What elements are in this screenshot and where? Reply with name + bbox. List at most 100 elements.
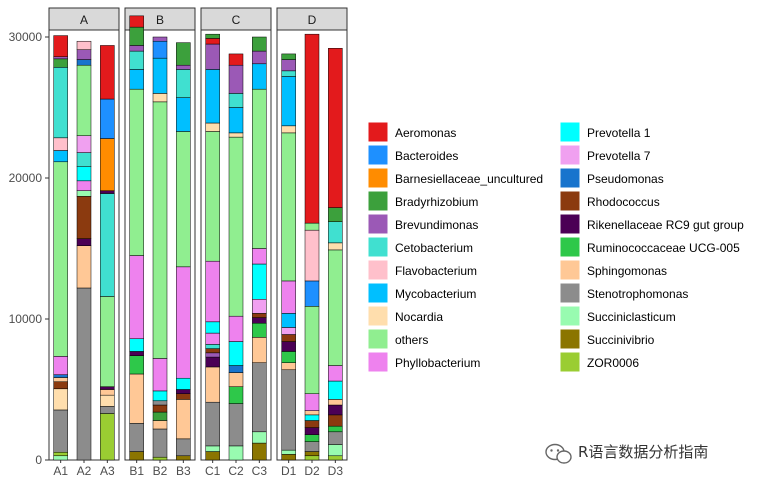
bar-segment-rikenellaceae-rc9-gut-group [176,389,191,394]
legend-label: Mycobacterium [395,287,476,301]
bar-segment-phyllobacterium [281,280,296,314]
facet-panels: A A1 A2 A3 B B1 B2 B3 C C1 C2 C3 D D1 D2 D3 [48,7,348,478]
bar-segment-succiniclasticum [76,190,92,197]
legend-swatch [367,259,389,281]
legend-label: Cetobacterium [395,241,473,255]
bar-segment-bradyrhizobium [205,33,220,39]
bar-segment-cetobacterium [129,50,144,70]
bar-segment-rhodococcus [152,404,168,413]
legend-label: Aeromonas [395,126,456,140]
bar-segment-stenotrophomonas [152,400,168,406]
bar-segment-phyllobacterium [205,332,220,345]
legend-item: Phyllobacterium [367,351,480,373]
bar-segment-rhodococcus [304,420,320,428]
bar-segment-brevundimonas [252,50,267,65]
bar-segment-cetobacterium [205,344,220,349]
bar-segment-rikenellaceae-rc9-gut-group [304,427,320,435]
legend-swatch [559,190,581,212]
legend-item: Pseudomonas [559,167,664,189]
bar-segment-cetobacterium [76,152,92,167]
y-tick-label: 0 [35,453,42,467]
bar-segment-nocardia [281,125,296,134]
x-tick-label: C1 [205,464,221,478]
legend-item: Brevundimonas [367,213,478,235]
legend-swatch [559,351,581,373]
bar-segment-zor0006 [152,456,168,461]
legend-swatch [559,305,581,327]
x-tick-label: B2 [153,464,168,478]
bar-segment-prevotella-1 [228,341,244,366]
bar-segment-others [228,136,244,317]
bar-segment-flavobacterium [76,40,92,50]
bar-segment-brevundimonas [205,43,220,70]
bar-segment-rikenellaceae-rc9-gut-group [205,356,220,368]
bar-segment-nocardia [228,132,244,138]
legend-item: Mycobacterium [367,282,476,304]
legend-label: Brevundimonas [395,218,478,232]
bar-segment-stenotrophomonas [100,406,115,414]
bar-segment-prevotella-1 [252,263,267,300]
bar-segment-brevundimonas [205,352,220,358]
legend-label: Barnesiellaceae_uncultured [395,172,543,186]
bar-segment-succinivibrio [176,455,191,461]
legend-label: Prevotella 7 [587,149,651,163]
bar-segment-phyllobacterium [228,315,244,342]
bar-segment-bradyrhizobium [53,58,68,68]
bar-segment-flavobacterium [304,229,320,282]
facet-strip-label: A [80,13,88,27]
bar-segment-prevotella-1 [328,380,343,400]
bar-segment-cetobacterium [328,221,343,244]
bar-segment-bradyrhizobium [129,26,144,46]
legend-swatch [367,282,389,304]
bar-segment-sphingomonas [176,399,191,440]
bar-segment-aeromonas [53,35,68,57]
bar-segment-brevundimonas [152,36,168,42]
bar-segment-mycobacterium [281,76,296,127]
legend-item: Bacteroides [367,144,458,166]
bar-segment-prevotella-7 [76,135,92,153]
bar-segment-sphingomonas [281,362,296,371]
legend-label: Bradyrhizobium [395,195,478,209]
bar-segment-rhodococcus [53,381,68,390]
bar-segment-stenotrophomonas [205,401,220,447]
legend-item: Rhodococcus [559,190,660,212]
bar-segment-sphingomonas [100,389,115,396]
bar-segment-ruminococcaceae-ucg-005 [281,351,296,363]
bar-segment-others [304,306,320,394]
bar-segment-nocardia [152,93,168,103]
bar-segment-brevundimonas [228,64,244,94]
bar-segment-pseudomonas [228,365,244,373]
bar-d2 [304,33,320,461]
facet-strip-label: C [232,13,241,27]
bar-segment-brevundimonas [53,56,68,60]
legend-item: Succinivibrio [559,328,655,350]
bar-segment-sphingomonas [152,420,168,430]
bar-segment-rikenellaceae-rc9-gut-group [252,317,267,324]
bar-segment-aeromonas [205,38,220,45]
bar-segment-ruminococcaceae-ucg-005 [304,434,320,442]
bar-segment-stenotrophomonas [228,403,244,447]
legend-swatch [367,305,389,327]
bar-segment-mycobacterium [176,97,191,132]
bar-segment-phyllobacterium [129,255,144,339]
bar-segment-others [205,131,220,262]
bar-segment-rhodococcus [281,334,296,342]
legend-label: Flavobacterium [395,264,477,278]
legend-label: Succinivibrio [587,333,655,347]
bar-segment-prevotella-7 [252,299,267,314]
bar-segment-cetobacterium [53,67,68,139]
bar-segment-ruminococcaceae-ucg-005 [129,355,144,375]
legend-label: Sphingomonas [587,264,667,278]
bar-segment-stenotrophomonas [53,409,68,453]
legend-item: Cetobacterium [367,236,473,258]
bar-segment-zor0006 [328,455,343,461]
bar-segment-phyllobacterium [152,358,168,392]
legend-label: Pseudomonas [587,172,664,186]
bar-segment-rhodococcus [328,414,343,427]
bar-segment-cetobacterium [176,69,191,98]
y-axis: 0 10000 20000 30000 [9,30,49,467]
legend-swatch [367,167,389,189]
legend-item: Rikenellaceae RC9 gut group [559,213,744,235]
bar-segment-nocardia [53,388,68,411]
x-tick-label: C2 [228,464,244,478]
